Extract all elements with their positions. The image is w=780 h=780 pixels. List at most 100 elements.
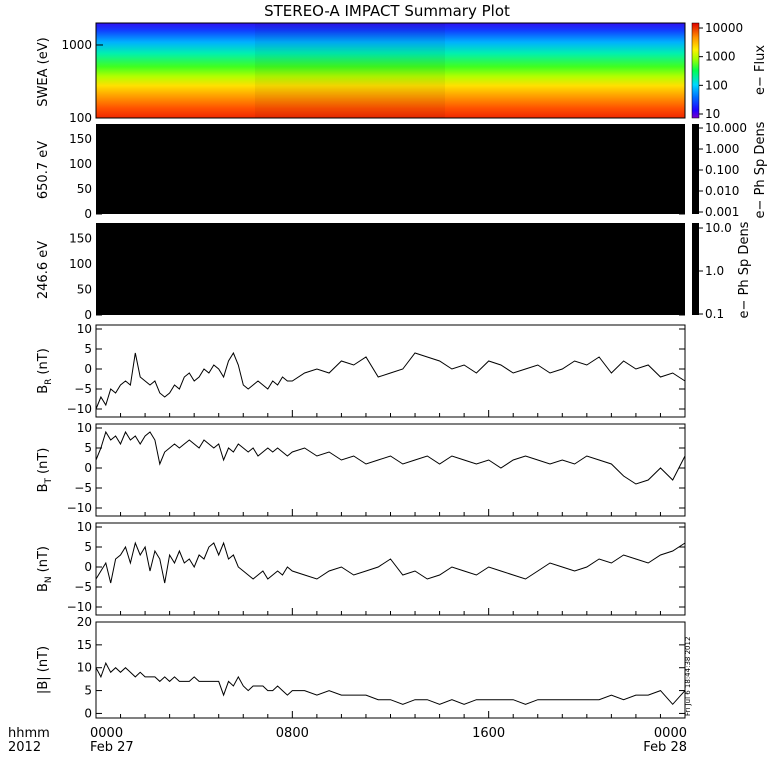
swea-yticks: 1000 100 bbox=[61, 38, 103, 125]
y-tick-label: 20 bbox=[77, 615, 92, 629]
bt-series bbox=[95, 430, 686, 485]
x-tick-label: 0800 bbox=[276, 726, 309, 741]
time-axis-row2-label: 2012 bbox=[8, 740, 41, 755]
swea-ylabel: SWEA (eV) bbox=[36, 37, 51, 106]
timestamp-stamp: Fri Jul 6 18:44:38 2012 bbox=[684, 637, 692, 716]
br-ylabel-main: B bbox=[36, 385, 51, 394]
y-tick-label: 5 bbox=[84, 441, 92, 455]
bn-yticks: 10 5 0 −5 −10 bbox=[67, 520, 685, 614]
pa-650-colorbar-ticks: 10.000 1.000 0.100 0.010 0.001 bbox=[699, 121, 747, 219]
bt-line bbox=[95, 430, 686, 485]
bt-ylabel: BT (nT) bbox=[36, 448, 54, 493]
y-tick-label: −5 bbox=[74, 481, 92, 495]
pa-246-colorbar-ticks: 10.0 1.0 0.1 bbox=[699, 221, 732, 321]
y-tick-label: 10 bbox=[77, 421, 92, 435]
y-tick-label: 0 bbox=[84, 362, 92, 376]
y-tick-label: 50 bbox=[77, 182, 92, 196]
bn-ylabel-sub: N bbox=[44, 576, 54, 583]
bt-yticks: 10 5 0 −5 −10 bbox=[67, 421, 685, 515]
bn-ylabel: BN (nT) bbox=[36, 546, 54, 592]
colorbar-tick-label: 0.001 bbox=[705, 205, 739, 219]
y-tick-label: 0 bbox=[84, 706, 92, 720]
pa-246-yticks: 150 100 50 0 bbox=[69, 231, 685, 322]
panel-swea: 1000 100 SWEA (eV) 10000 1000 100 10 e− Flux bbox=[36, 21, 768, 125]
pa-650-yticks: 150 100 50 0 bbox=[69, 132, 685, 221]
colorbar-tick-label: 10.000 bbox=[705, 121, 747, 135]
y-tick-label: −10 bbox=[67, 402, 92, 416]
y-tick-label: 100 bbox=[69, 111, 92, 125]
y-tick-label: 100 bbox=[69, 257, 92, 271]
pa-650-colorbar-label: e− Ph Sp Dens bbox=[753, 121, 768, 218]
y-tick-label: 0 bbox=[84, 560, 92, 574]
colorbar-tick-label: 0.010 bbox=[705, 184, 739, 198]
colorbar-tick-label: 10000 bbox=[705, 21, 743, 35]
x-tick-label: 1600 bbox=[472, 726, 505, 741]
swea-dip-band bbox=[255, 23, 445, 118]
y-tick-label: 10 bbox=[77, 520, 92, 534]
y-tick-label: 10 bbox=[77, 322, 92, 336]
br-frame bbox=[95, 324, 686, 418]
bn-line bbox=[95, 541, 686, 584]
bn-ylabel-unit: (nT) bbox=[36, 546, 51, 572]
panel-bt: 10 5 0 −5 −10 BT (nT) bbox=[36, 421, 686, 517]
swea-colorbar-ticks: 10000 1000 100 10 bbox=[699, 21, 743, 121]
colorbar-tick-label: 0.1 bbox=[705, 307, 724, 321]
x-tick-label: 0000 bbox=[90, 726, 123, 741]
colorbar-tick-label: 0.100 bbox=[705, 163, 739, 177]
panel-bn: 10 5 0 −5 −10 BN (nT) bbox=[36, 520, 686, 616]
x-date-label: Feb 28 bbox=[643, 740, 687, 755]
panel-bmag: 20 15 10 5 0 |B| (nT) bbox=[36, 615, 686, 720]
bmag-line bbox=[95, 661, 686, 706]
bmag-series bbox=[95, 661, 686, 706]
y-tick-label: 150 bbox=[69, 231, 92, 245]
colorbar-tick-label: 1.0 bbox=[705, 264, 724, 278]
bmag-yticks: 20 15 10 5 0 bbox=[77, 615, 685, 720]
y-tick-label: 0 bbox=[84, 308, 92, 322]
x-tick-label: 0000 bbox=[654, 726, 687, 741]
y-tick-label: 150 bbox=[69, 132, 92, 146]
swea-spectrogram bbox=[96, 23, 685, 118]
y-tick-label: 50 bbox=[77, 282, 92, 296]
br-ylabel: BR (nT) bbox=[36, 348, 54, 394]
br-series bbox=[95, 351, 686, 410]
colorbar-tick-label: 10 bbox=[705, 107, 720, 121]
bmag-ylabel: |B| (nT) bbox=[36, 646, 51, 694]
bn-ylabel-main: B bbox=[36, 583, 51, 592]
colorbar-tick-label: 10.0 bbox=[705, 221, 732, 235]
bt-ylabel-unit: (nT) bbox=[36, 448, 51, 474]
pa-246-ylabel: 246.6 eV bbox=[36, 241, 51, 299]
time-axis-row1-label: hhmm bbox=[8, 726, 50, 741]
pa-246-colorbar-label: e− Ph Sp Dens bbox=[737, 221, 752, 318]
y-tick-label: 15 bbox=[77, 638, 92, 652]
pa-650-spectrogram bbox=[96, 124, 685, 214]
y-tick-label: 5 bbox=[84, 540, 92, 554]
y-tick-label: −5 bbox=[74, 580, 92, 594]
y-tick-label: 0 bbox=[84, 461, 92, 475]
y-tick-label: −5 bbox=[74, 382, 92, 396]
y-tick-label: 10 bbox=[77, 661, 92, 675]
br-ylabel-sub: R bbox=[44, 379, 54, 385]
colorbar-tick-label: 100 bbox=[705, 78, 728, 92]
y-tick-label: 0 bbox=[84, 207, 92, 221]
plot-title: STEREO-A IMPACT Summary Plot bbox=[264, 2, 510, 20]
panel-br: 10 5 0 −5 −10 BR (nT) bbox=[36, 322, 686, 418]
br-line bbox=[95, 351, 686, 410]
pa-246-colorbar bbox=[692, 223, 699, 315]
bt-frame bbox=[95, 423, 686, 517]
swea-colorbar-label: e− Flux bbox=[753, 45, 768, 95]
colorbar-tick-label: 1000 bbox=[705, 50, 736, 64]
pa-246-spectrogram bbox=[96, 223, 685, 315]
panel-pa-246: 150 100 50 0 246.6 eV 10.0 1.0 0.1 e− Ph Sp D… bbox=[36, 221, 752, 322]
bmag-frame bbox=[95, 621, 686, 719]
x-date-label: Feb 27 bbox=[90, 740, 134, 755]
pa-650-colorbar bbox=[692, 124, 699, 214]
y-tick-label: 5 bbox=[84, 342, 92, 356]
swea-frame bbox=[95, 22, 686, 119]
bt-ylabel-main: B bbox=[36, 483, 51, 492]
y-tick-label: 1000 bbox=[61, 38, 92, 52]
y-tick-label: −10 bbox=[67, 600, 92, 614]
colorbar-tick-label: 1.000 bbox=[705, 142, 739, 156]
bn-frame bbox=[95, 522, 686, 616]
